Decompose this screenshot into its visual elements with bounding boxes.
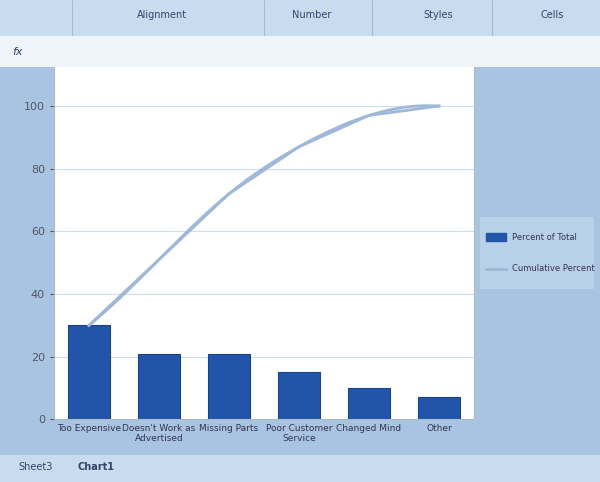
- Bar: [68, 325, 110, 419]
- Text: Chart1: Chart1: [77, 462, 115, 472]
- Text: Percent of Total: Percent of Total: [512, 233, 577, 241]
- Text: Styles: Styles: [423, 11, 453, 20]
- Text: fx: fx: [12, 47, 23, 57]
- Bar: [208, 354, 250, 419]
- Bar: [418, 397, 460, 419]
- FancyArrow shape: [486, 233, 506, 241]
- Bar: [138, 354, 180, 419]
- Text: Sheet3: Sheet3: [19, 462, 53, 472]
- Text: Cumulative Percent: Cumulative Percent: [512, 265, 595, 273]
- Text: Alignment: Alignment: [137, 11, 187, 20]
- Text: Cells: Cells: [541, 11, 563, 20]
- Text: Number: Number: [292, 11, 332, 20]
- Bar: [278, 372, 320, 419]
- Bar: [348, 388, 390, 419]
